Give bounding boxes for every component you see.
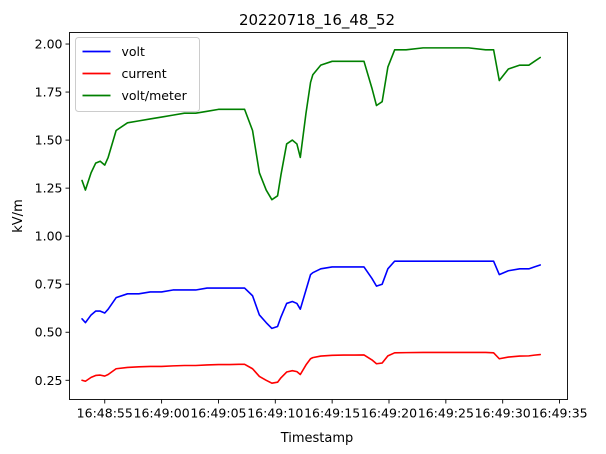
y-tick-label: 1.25 (35, 181, 63, 196)
series-layer (81, 47, 542, 384)
legend: volt current volt/meter (75, 37, 200, 112)
legend-label: volt/meter (122, 88, 188, 103)
series-line-volt (81, 260, 542, 330)
x-tick-label: 16:48:55 (77, 406, 133, 421)
legend-label: volt (122, 44, 146, 59)
x-tick-label: 16:49:35 (531, 406, 587, 421)
x-tick-label: 16:49:25 (418, 406, 474, 421)
legend-label: current (122, 66, 167, 81)
y-tick-label: 0.25 (35, 373, 63, 388)
y-axis-title: kV/m (11, 199, 26, 232)
x-tick-label: 16:49:15 (304, 406, 360, 421)
y-tick-label: 1.75 (35, 85, 63, 100)
y-tick-label: 1.00 (35, 229, 63, 244)
series-line-volt-meter (81, 47, 542, 201)
x-tick-label: 16:49:20 (361, 406, 417, 421)
y-tick-label: 2.00 (35, 37, 63, 52)
x-tick-label: 16:49:05 (190, 406, 246, 421)
x-axis: 16:48:55 16:49:00 16:49:05 16:49:10 16:49:15… (77, 399, 588, 421)
series-line-current (81, 351, 542, 384)
x-tick-label: 16:49:10 (247, 406, 303, 421)
x-axis-title: Timestamp (280, 431, 354, 446)
plot-frame (69, 32, 568, 400)
x-tick-label: 16:49:30 (475, 406, 531, 421)
y-tick-label: 0.75 (35, 277, 63, 292)
y-axis: 0.25 0.50 0.75 1.00 1.25 1.50 1.75 2.00 (35, 37, 70, 388)
legend-box (75, 37, 200, 112)
y-tick-label: 0.50 (35, 325, 63, 340)
chart-title: 20220718_16_48_52 (239, 11, 395, 30)
x-tick-label: 16:49:00 (134, 406, 190, 421)
y-tick-label: 1.50 (35, 133, 63, 148)
